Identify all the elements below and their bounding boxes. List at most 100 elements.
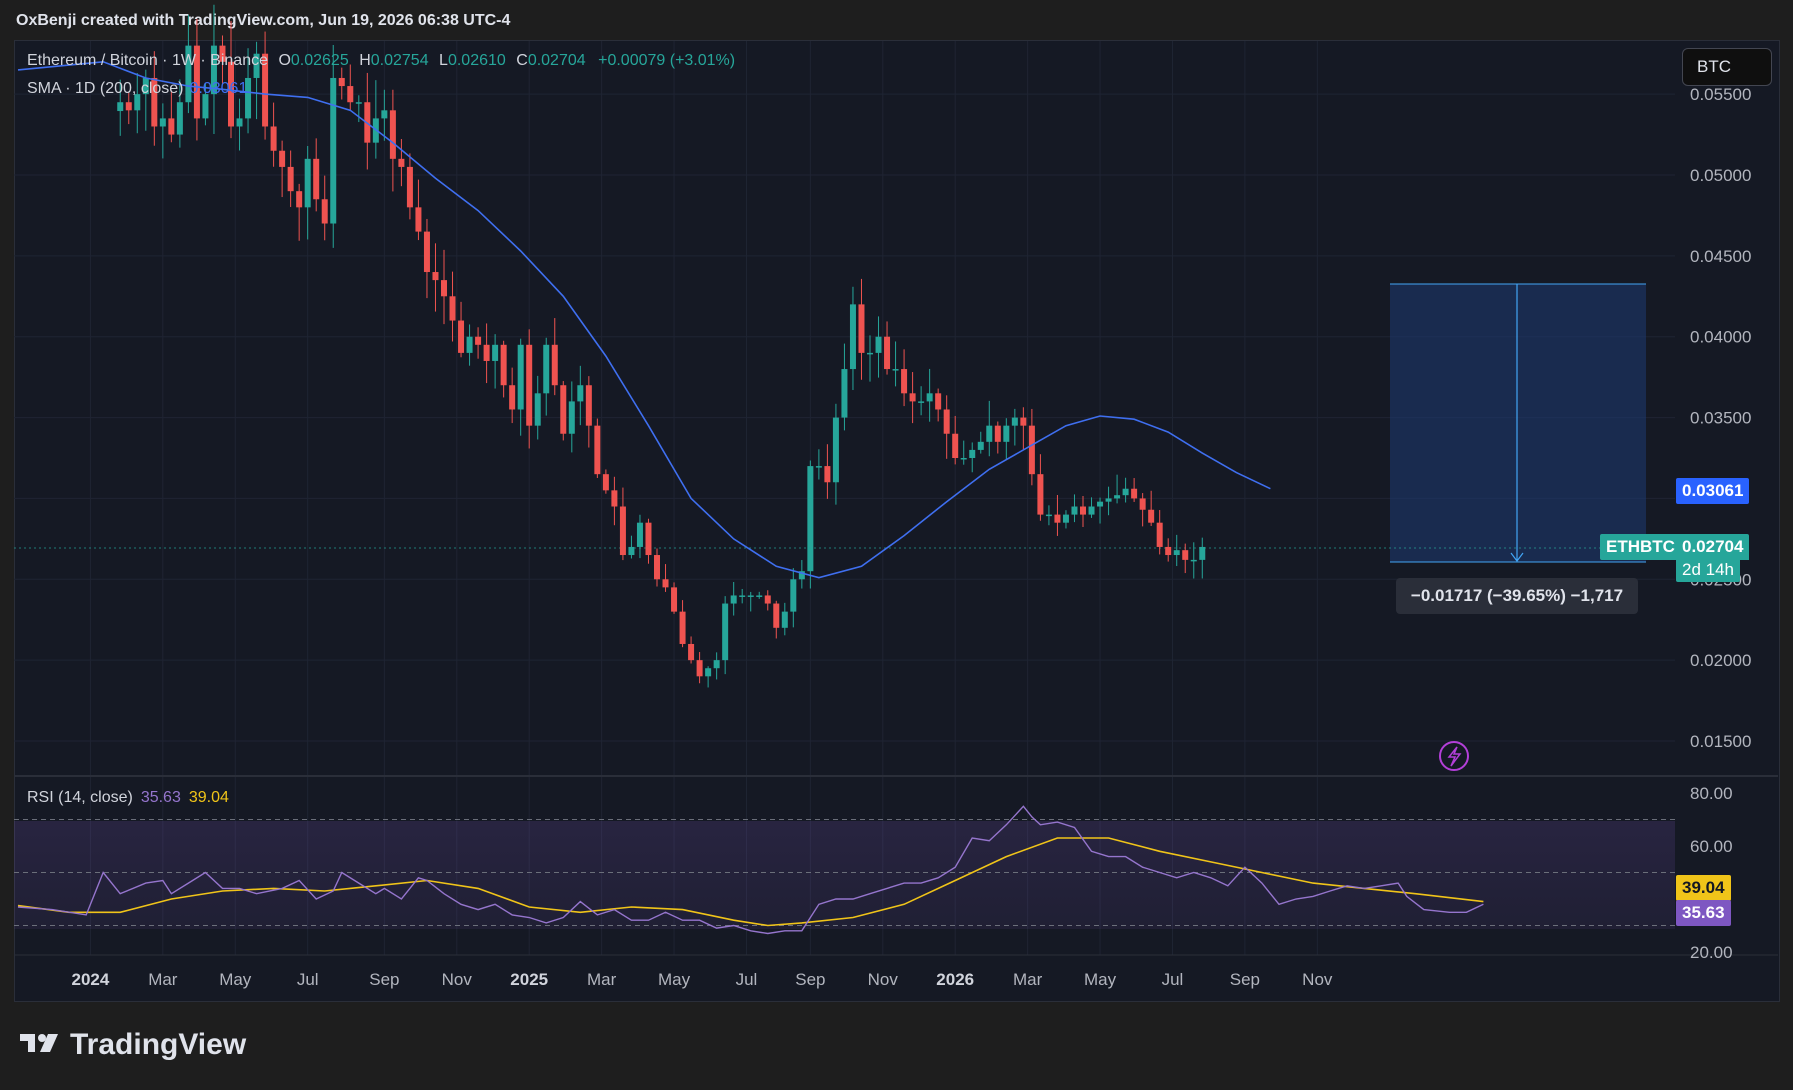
time-tick-label: Mar — [1013, 970, 1043, 989]
candle-body — [1080, 506, 1086, 515]
candle-body — [1148, 509, 1155, 523]
rsi-bands — [14, 819, 1675, 926]
time-tick-label: Mar — [587, 970, 617, 989]
candle-body — [662, 579, 669, 588]
candle-body — [236, 118, 243, 127]
candle-body — [151, 77, 158, 127]
candle-body — [568, 401, 575, 434]
candle-body — [1156, 522, 1163, 547]
price-tick-label: 0.04000 — [1690, 328, 1751, 347]
measure-arrow-head — [1510, 552, 1524, 562]
candle-body — [875, 336, 882, 353]
countdown-tag: 2d 14h — [1676, 558, 1740, 582]
candle-body — [1088, 506, 1095, 515]
candle-body — [1114, 495, 1121, 499]
rsi-tick-label: 60.00 — [1690, 837, 1733, 856]
open-value: 0.02625 — [290, 52, 349, 69]
open-label: O — [278, 52, 291, 69]
candle-body — [909, 393, 916, 402]
symbol-legend[interactable]: Ethereum / Bitcoin · 1W · Binance O0.026… — [27, 52, 735, 70]
currency-button[interactable]: BTC — [1682, 48, 1772, 86]
time-tick-label: May — [219, 970, 252, 989]
symbol-name[interactable]: Ethereum / Bitcoin · 1W · Binance — [27, 52, 268, 69]
candle-body — [807, 466, 814, 572]
candle-body — [253, 53, 260, 78]
candle-body — [117, 102, 124, 112]
candle-body — [406, 166, 413, 208]
tradingview-logo-icon — [18, 1029, 62, 1063]
candle-body — [509, 385, 516, 410]
rsi-tag: 35.63 — [1676, 900, 1731, 926]
candle-body — [969, 449, 976, 458]
candle-body — [926, 393, 933, 402]
price-tick-label: 0.05000 — [1690, 166, 1751, 185]
high-value: 0.02754 — [370, 52, 429, 69]
candle-body — [313, 158, 320, 200]
candle-body — [1173, 550, 1180, 556]
candle-body — [1062, 514, 1069, 523]
candle-body — [517, 344, 524, 410]
candle-body — [441, 280, 447, 297]
candle-body — [688, 643, 695, 661]
sma-value: 0.03061 — [189, 80, 248, 97]
measure-zone[interactable] — [1390, 284, 1646, 562]
low-label: L — [439, 52, 448, 69]
candle-body — [449, 296, 456, 321]
time-tick-label: May — [658, 970, 691, 989]
tradingview-brand[interactable]: TradingView — [18, 1028, 246, 1063]
price-tick-label: 0.05500 — [1690, 85, 1751, 104]
candle-body — [296, 191, 303, 208]
price-tick-label: 0.04500 — [1690, 247, 1751, 266]
measure-label: −0.01717 (−39.65%) −1,717 — [1396, 578, 1638, 614]
axis-labels: 0.055000.050000.045000.040000.035000.025… — [72, 85, 1752, 989]
rsi-label[interactable]: RSI (14, close) — [27, 789, 133, 806]
candle-body — [1199, 546, 1206, 560]
candle-body — [492, 344, 499, 361]
alert-icon[interactable] — [1439, 741, 1469, 771]
credit-text: OxBenji created with TradingView.com, Ju… — [16, 12, 511, 29]
price-tick-label: 0.02000 — [1690, 651, 1751, 670]
candle-body — [781, 611, 788, 628]
time-tick-label: 2025 — [510, 970, 548, 989]
rsi-ma-value: 39.04 — [188, 789, 229, 806]
candle-body — [560, 385, 567, 434]
candle-body — [500, 344, 507, 386]
candle-body — [636, 522, 643, 547]
candle-body — [705, 668, 712, 677]
candle-body — [1097, 501, 1104, 507]
candle-body — [594, 425, 601, 475]
last-price-tag: 0.02704 — [1676, 534, 1750, 560]
high-label: H — [359, 52, 371, 69]
candles-group — [117, 4, 1206, 688]
candle-body — [722, 603, 729, 661]
candle-body — [347, 86, 354, 103]
sma-label[interactable]: SMA · 1D (200, close) — [27, 80, 184, 97]
time-tick-label: Nov — [868, 970, 899, 989]
candle-body — [1054, 514, 1061, 523]
candle-body — [943, 409, 950, 434]
candle-body — [671, 587, 678, 612]
sma-legend[interactable]: SMA · 1D (200, close) 0.03061 — [27, 80, 247, 98]
candle-body — [202, 94, 209, 119]
sma-price-tag: 0.03061 — [1676, 478, 1750, 504]
candle-body — [193, 45, 200, 119]
candle-body — [1011, 417, 1018, 426]
candle-body — [228, 61, 234, 127]
candle-body — [415, 207, 422, 232]
candle-body — [739, 595, 746, 597]
rsi-legend[interactable]: RSI (14, close) 35.63 39.04 — [27, 789, 229, 807]
rsi-band-fill — [14, 821, 1675, 929]
candle-body — [338, 77, 345, 87]
candle-body — [304, 158, 311, 208]
candle-body — [628, 546, 635, 556]
candle-body — [210, 45, 217, 95]
time-tick-label: 2024 — [72, 970, 110, 989]
candle-body — [125, 102, 132, 111]
rsi-tick-label: 20.00 — [1690, 943, 1733, 962]
candle-body — [654, 555, 660, 580]
time-tick-label: May — [1084, 970, 1117, 989]
candle-body — [1045, 514, 1052, 517]
candle-body — [1020, 417, 1027, 426]
time-tick-label: 2026 — [936, 970, 974, 989]
